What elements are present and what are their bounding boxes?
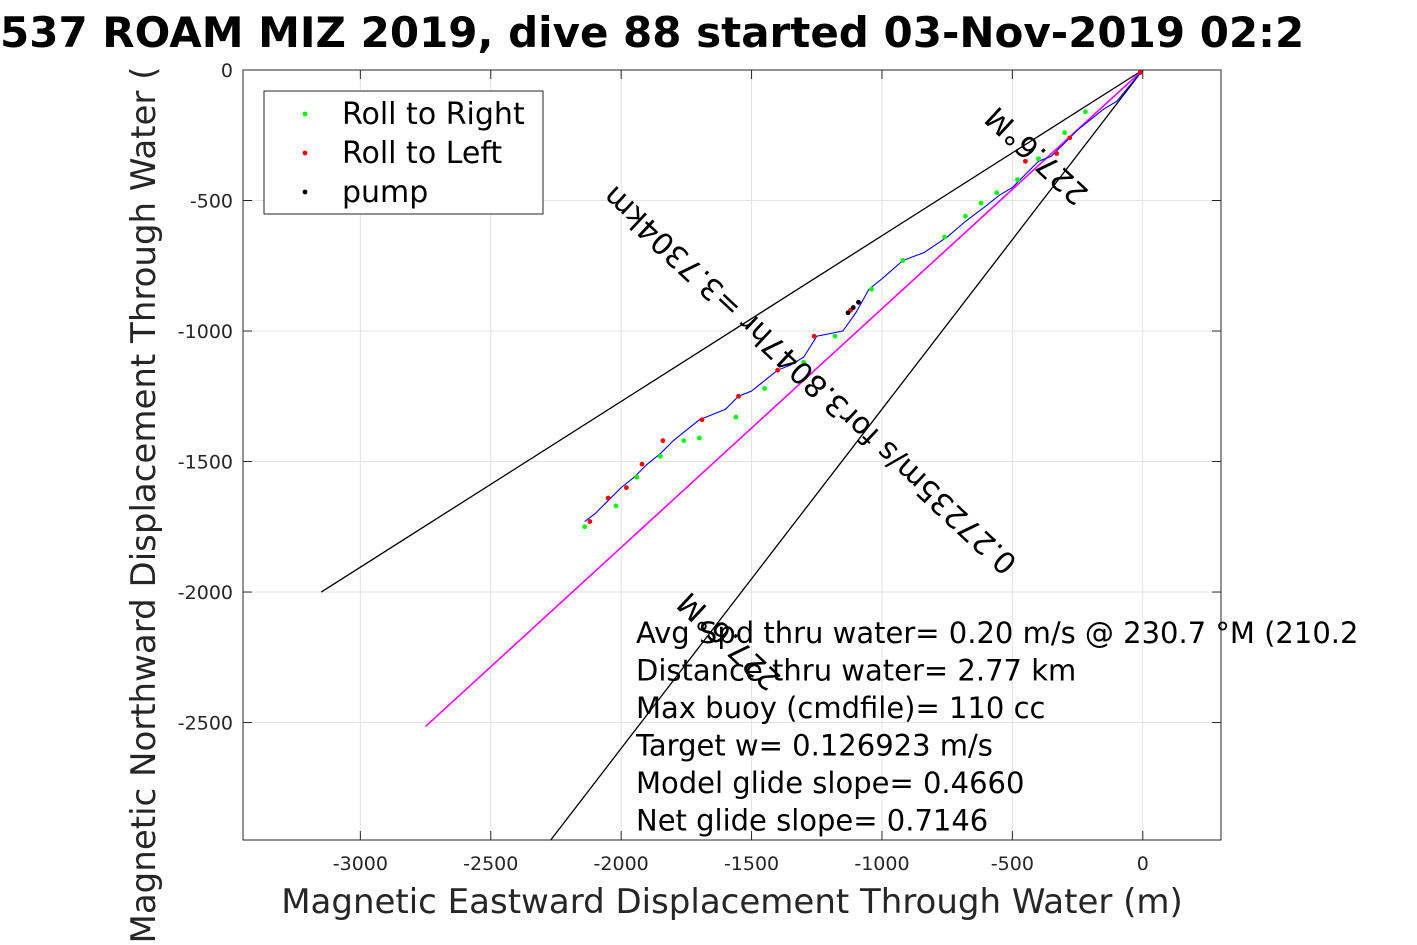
- line-label: 0.27235m/s for3.8047hr =3.7304km: [596, 179, 1024, 581]
- legend-marker: [302, 150, 308, 156]
- roll-right-point: [832, 333, 838, 339]
- roll-right-point: [900, 258, 906, 263]
- cone-line: [320, 69, 1144, 593]
- annotation-line: Model glide slope= 0.4660: [636, 766, 1024, 800]
- roll-right-point: [613, 503, 619, 509]
- roll-left-point: [623, 485, 629, 491]
- ticks: -3000 -2500 -2000 -1500 -1000 -500 0 0 -500 -1000…: [178, 60, 1221, 875]
- roll-right-point: [994, 190, 1000, 196]
- pump-point: [850, 305, 856, 310]
- roll-right-point: [1015, 177, 1020, 183]
- axes-box: [242, 69, 1222, 841]
- roll-right-point: [762, 386, 767, 391]
- roll-right-point: [1062, 130, 1067, 136]
- cone-line: [550, 69, 1144, 841]
- roll-left-point: [736, 393, 741, 399]
- pump-point: [845, 310, 851, 316]
- roll-right-point: [942, 234, 947, 240]
- y-tick-label: -2500: [178, 713, 233, 735]
- y-tick-label: -1000: [178, 321, 233, 343]
- roll-right-point: [869, 286, 874, 292]
- legend-entry-label: Roll to Right: [342, 97, 525, 132]
- y-tick-label: -1500: [178, 452, 233, 474]
- roll-left-point: [775, 367, 781, 373]
- roll-right-point: [681, 438, 687, 444]
- roll-left-point: [605, 495, 611, 501]
- x-tick-label: 0: [1137, 853, 1149, 875]
- roll-right-point: [582, 524, 588, 530]
- annotations: Avg Spd thru water= 0.20 m/s @ 230.7 °M …: [635, 616, 1358, 838]
- roll-right-point: [1082, 109, 1088, 115]
- roll-right-point: [634, 474, 640, 480]
- annotation-line: Max buoy (cmdfile)= 110 cc: [636, 691, 1045, 725]
- x-tick-label: -1000: [854, 853, 909, 875]
- y-tick-label: -2000: [178, 582, 233, 604]
- x-tick-label: -3000: [333, 853, 388, 875]
- roll-right-point: [657, 453, 663, 459]
- chart-title: 537 ROAM MIZ 2019, dive 88 started 03-No…: [0, 8, 1304, 57]
- annotation-line: Net glide slope= 0.7146: [636, 804, 988, 838]
- x-tick-label: -1500: [724, 853, 779, 875]
- roll-right-point: [733, 414, 739, 420]
- y-axis-label: Magnetic Northward Displacement Through …: [124, 67, 164, 944]
- annotation-line: Avg Spd thru water= 0.20 m/s @ 230.7 °M …: [636, 616, 1358, 650]
- legend-entry-label: pump: [342, 175, 428, 210]
- roll-left-point: [699, 417, 705, 423]
- annotation-line: Distance thru water= 2.77 km: [636, 654, 1076, 688]
- roll-left-point: [1054, 151, 1060, 156]
- roll-left-point: [660, 438, 666, 444]
- roll-left-point: [811, 333, 817, 339]
- legend-marker: [302, 189, 308, 195]
- x-tick-label: -2500: [463, 853, 518, 875]
- legend-entry-label: Roll to Left: [342, 136, 502, 171]
- legend: Roll to Right Roll to Left pump: [263, 90, 544, 215]
- roll-right-point: [978, 200, 984, 206]
- legend-marker: [302, 111, 308, 117]
- roll-left-point: [1023, 158, 1028, 164]
- y-tick-label: 0: [221, 60, 233, 82]
- x-tick-label: -2000: [594, 853, 649, 875]
- roll-right-point: [697, 435, 702, 441]
- legend-box: [263, 90, 544, 215]
- pump-point: [856, 299, 861, 305]
- roll-left-point: [587, 519, 593, 524]
- roll-left-point: [1137, 70, 1143, 76]
- current-vector-line: [425, 69, 1144, 728]
- roll-right-point: [1036, 156, 1041, 162]
- x-axis-label: Magnetic Eastward Displacement Through W…: [281, 882, 1183, 922]
- roll-right-point: [801, 359, 807, 365]
- annotation-line: Target w= 0.126923 m/s: [635, 729, 993, 763]
- x-tick-label: -500: [991, 853, 1034, 875]
- roll-left-point: [639, 461, 645, 467]
- grid: [242, 69, 1222, 841]
- roll-right-point: [963, 213, 968, 219]
- roll-left-point: [1067, 135, 1073, 141]
- y-tick-label: -500: [190, 191, 233, 213]
